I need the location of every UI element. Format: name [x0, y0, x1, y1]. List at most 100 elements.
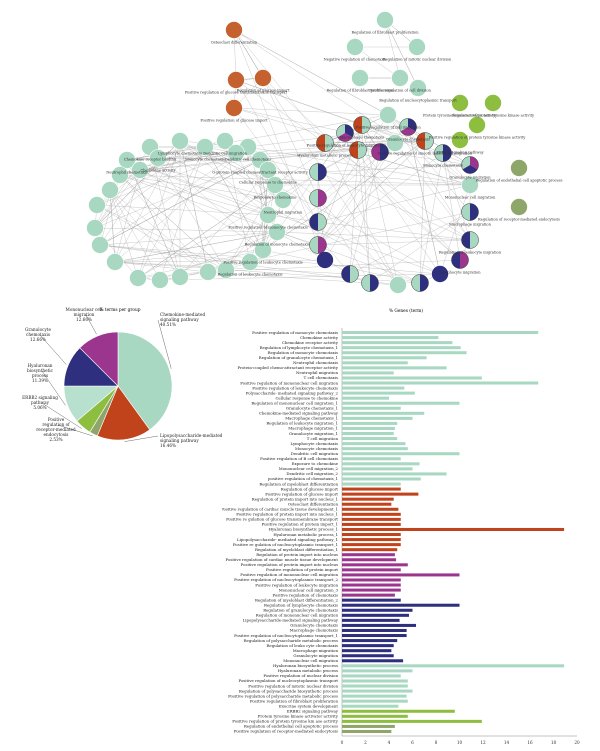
x-tick-label: 20 [574, 740, 580, 745]
network-edge [249, 184, 276, 263]
bar [342, 512, 401, 516]
network-edge [419, 152, 444, 284]
network-node-segment [460, 251, 469, 269]
pie-label: receptor-mediated [36, 427, 76, 432]
network-node-segment [461, 231, 470, 249]
bar-category-label: Positive regulation of protein import in… [241, 562, 338, 567]
bar-category-label: Hyaluronan biosynthetic process [273, 663, 338, 668]
bar-category-label: Granulocyte migration [293, 653, 338, 658]
network-node [371, 143, 389, 161]
bar-category-label: Regulation of mononuclear cell migration… [251, 400, 338, 405]
bar [342, 426, 395, 430]
bar [342, 487, 401, 491]
network-edge [233, 29, 319, 246]
bar [342, 709, 455, 713]
bar [342, 442, 406, 446]
network-node-label: Regulation of leukocyte chemotaxis [218, 273, 283, 277]
network-edge [442, 152, 461, 261]
bar-category-label: Positive regulation of mitotic nuclear d… [248, 683, 338, 688]
network-edge [262, 77, 461, 261]
network-node-label: Monocyte chemotaxis [185, 158, 225, 162]
network-node [461, 156, 479, 174]
pie-slice [79, 331, 119, 387]
bar [342, 437, 398, 441]
network-edge [119, 174, 284, 201]
network-node [484, 94, 502, 112]
network-node-segment [309, 236, 318, 254]
bar [342, 639, 398, 643]
bar [342, 361, 408, 365]
bar-category-label: Positive re gulation of glucose transmem… [226, 517, 338, 522]
bar-category-label: Positive regulation of cardiac muscle ti… [226, 557, 339, 562]
network-node [399, 118, 417, 136]
network-edge [224, 140, 251, 263]
network-node-segment [318, 189, 327, 207]
network-node-label: Regulation of endothelial cell apoptotic… [476, 179, 563, 183]
network-edge [126, 159, 264, 251]
x-tick-label: 4 [388, 740, 391, 745]
network-labels: Osteoclast differentiation Positive regul… [106, 31, 562, 277]
network-edge [317, 171, 471, 186]
bar [342, 608, 413, 612]
pie-label: signaling pathway [160, 317, 199, 322]
network-edge [149, 146, 227, 271]
network-node [361, 274, 379, 292]
bar [342, 462, 420, 466]
network-node-segment [318, 163, 327, 181]
bar [342, 406, 401, 410]
bar-category-label: Positive regulation of mononuclear cell … [240, 572, 338, 577]
network-node [101, 181, 119, 199]
network-node-label: Hyaluronan metabolic process [297, 154, 353, 158]
network-node [376, 11, 394, 29]
network-edge [259, 142, 396, 161]
network-edge [126, 159, 284, 201]
x-tick-label: 18 [551, 740, 557, 745]
network-node-label: Positive regulation of monocyte chemotax… [228, 226, 308, 230]
network-node [171, 132, 189, 150]
bar [342, 583, 401, 587]
network-edge [233, 107, 389, 116]
bar-category-label: Granulocyte chemotaxis [290, 623, 338, 628]
network-edge [126, 146, 206, 161]
pie-label: endocytosis [44, 432, 69, 437]
network-edge [317, 151, 381, 246]
network-node [309, 213, 327, 231]
pie-label: Granulocyte [25, 327, 51, 332]
pie-leader-line [124, 435, 159, 442]
network-edge [109, 189, 181, 278]
pie-label: Positive [48, 417, 65, 422]
bar [342, 634, 407, 638]
bar-category-label: positive regulation of chemotaxis_1 [268, 476, 338, 481]
network-node [461, 203, 479, 221]
pie-leader-line [39, 334, 67, 365]
bar [342, 351, 467, 355]
network-node [129, 269, 147, 287]
x-tick-label: 2 [364, 740, 367, 745]
network-edge [276, 231, 326, 261]
bar [342, 699, 408, 703]
bar-category-label: Hyaluronan metabolic process_1 [273, 532, 338, 537]
network-node-label: Positive regulation of glucose transmemb… [185, 91, 288, 95]
bar [342, 472, 447, 476]
network-node-segment [350, 265, 359, 283]
network-edge [369, 211, 471, 284]
network-edge [119, 174, 471, 186]
bar-category-label: Positive regulation of protein import_1 [262, 522, 338, 527]
network-node-segment [420, 274, 429, 292]
bar [342, 391, 415, 395]
pie-label: Chemokine-mediated [160, 312, 205, 317]
bar-category-label: Mononuclear cell migration_2 [279, 466, 339, 471]
pie-slices [63, 331, 173, 441]
network-node [111, 166, 129, 184]
pie-leader-line [57, 424, 93, 437]
network-node [241, 253, 259, 271]
bar-category-label: Positive regulation of leukocyte migrati… [255, 582, 338, 587]
network-node-label: Regulation of leukocyte migration [439, 251, 502, 255]
network-edge [235, 79, 319, 223]
network-node-label: Response to chemokine [253, 196, 296, 200]
network-edge [149, 146, 421, 284]
network-node [91, 236, 109, 254]
network-edge [324, 142, 461, 261]
network-node [451, 131, 469, 149]
network-node-label: Protein tyrosine kinase activator activi… [423, 114, 498, 118]
